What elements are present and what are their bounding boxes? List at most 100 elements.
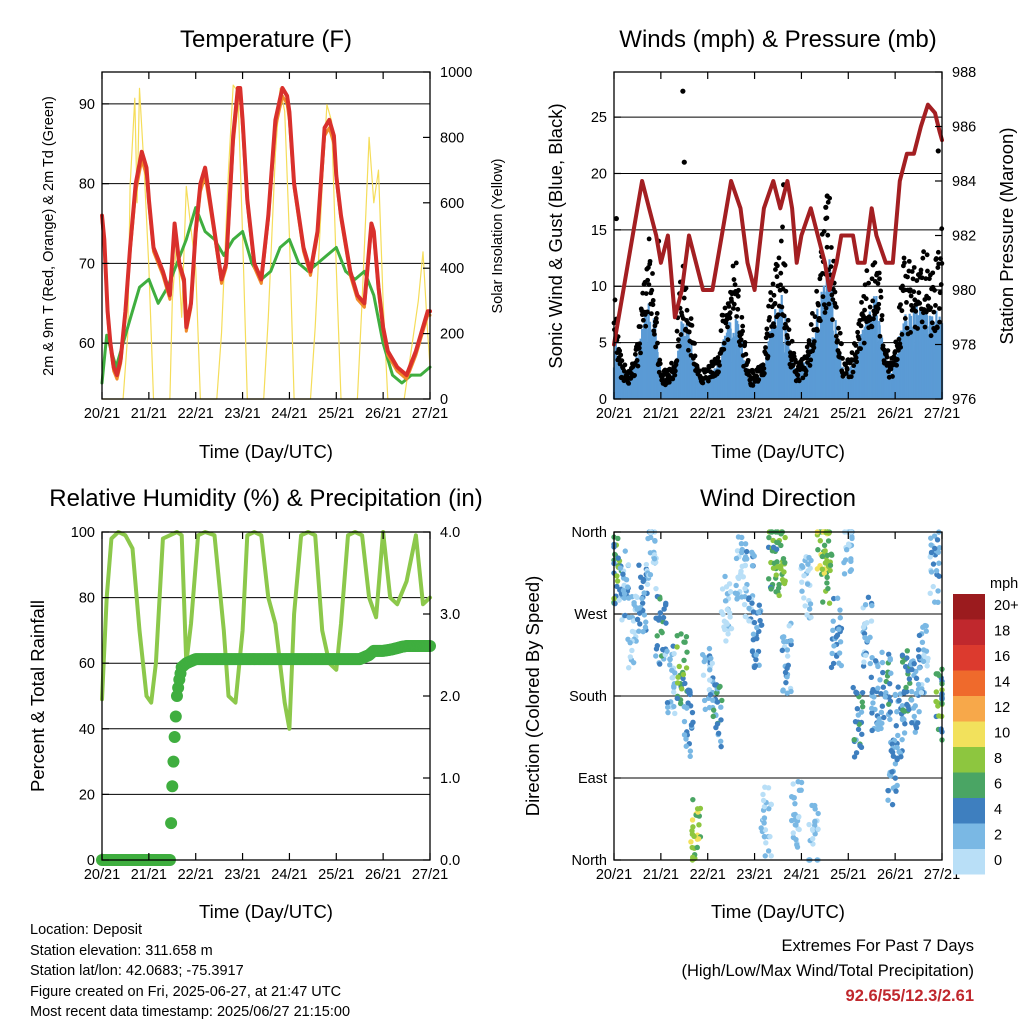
direction-point (718, 738, 724, 744)
direction-point (804, 581, 811, 587)
direction-point (702, 654, 708, 661)
gust-point (938, 282, 944, 287)
direction-point (923, 623, 929, 629)
colorbar-label: 16 (994, 649, 1010, 665)
direction-point (722, 573, 728, 580)
direction-point (801, 572, 807, 579)
gust-point (738, 337, 744, 343)
direction-point (913, 690, 919, 697)
direction-point (750, 551, 756, 557)
direction-point (639, 600, 646, 606)
direction-point (647, 571, 654, 578)
wind-direction-y-tick-label: West (574, 607, 607, 623)
direction-point (615, 555, 621, 561)
winds-y-tick-label: 25 (591, 110, 607, 126)
direction-point (754, 624, 760, 631)
gust-point (933, 256, 939, 261)
direction-point (779, 647, 786, 654)
winds-x-tick-label: 22/21 (690, 406, 726, 422)
direction-point (770, 565, 777, 571)
temperature-x-tick-label: 25/21 (318, 406, 354, 422)
gust-point (638, 350, 643, 356)
direction-point (930, 583, 936, 590)
winds-y-tick-label: 15 (591, 223, 607, 239)
colorbar-label: 6 (994, 777, 1002, 793)
direction-point (647, 550, 654, 556)
gust-point (785, 335, 790, 341)
gust-point (853, 355, 859, 361)
station-location: Location: Deposit (30, 922, 143, 938)
direction-point (899, 716, 906, 723)
direction-point (761, 803, 768, 810)
temperature-frame (101, 71, 431, 400)
direction-point (919, 639, 926, 646)
direction-point (627, 639, 633, 646)
humidity-y-label: Percent & Total Rainfall (27, 600, 48, 792)
humidity-y-tick-label: 100 (71, 525, 95, 541)
temperature-y2-tick-label: 200 (440, 327, 464, 343)
gust-point (732, 282, 738, 288)
direction-point (653, 646, 660, 652)
gust-point (778, 282, 783, 288)
station-elevation: Station elevation: 311.658 m (30, 942, 213, 959)
gust-point (899, 308, 905, 314)
gust-point (863, 296, 869, 302)
gust-point (733, 260, 739, 266)
direction-point (660, 614, 667, 621)
direction-point (909, 666, 915, 673)
gust-point (782, 262, 788, 268)
direction-point (633, 638, 639, 644)
gust-point (848, 374, 854, 380)
direction-point (738, 570, 744, 577)
direction-point (638, 584, 644, 591)
colorbar-swatch (953, 696, 985, 722)
gust-point (884, 354, 890, 360)
gust-point (705, 378, 711, 384)
colorbar-label: 12 (994, 700, 1010, 716)
gust-point (928, 305, 934, 311)
direction-point (615, 535, 621, 542)
gust-point (756, 377, 762, 383)
direction-point (886, 694, 892, 700)
direction-point (915, 647, 922, 653)
gust-point (785, 317, 791, 323)
gust-point (822, 310, 828, 315)
humidity-x-tick-label: 25/21 (318, 867, 354, 883)
gust-point (674, 328, 680, 334)
gust-point (908, 329, 913, 335)
direction-point (885, 651, 892, 658)
direction-point (657, 610, 664, 616)
temperature-x-tick-label: 23/21 (224, 406, 260, 422)
gust-point (908, 293, 914, 299)
winds-x-tick-label: 21/21 (643, 406, 679, 422)
gust-point (800, 375, 806, 381)
direction-point (880, 684, 887, 690)
direction-point (831, 643, 837, 649)
direction-point (709, 660, 715, 666)
direction-point (714, 721, 721, 727)
direction-point (742, 541, 749, 547)
direction-point (637, 621, 643, 627)
direction-point (687, 748, 694, 754)
winds-y-tick-label: 10 (591, 279, 607, 295)
direction-point (790, 781, 796, 787)
direction-point (817, 538, 824, 544)
gust-point (861, 340, 867, 346)
direction-point (742, 562, 748, 569)
direction-point (916, 709, 922, 715)
direction-point (904, 655, 910, 661)
direction-point (931, 599, 938, 605)
direction-point (712, 682, 718, 688)
gust-point (837, 330, 843, 336)
gust-point (688, 316, 694, 321)
gust-point (932, 287, 937, 293)
direction-point (683, 736, 689, 742)
direction-point (899, 736, 905, 743)
gust-point (877, 276, 882, 282)
gust-point (676, 343, 682, 349)
gust-point (683, 285, 689, 291)
direction-point (714, 690, 720, 696)
colorbar-swatch (953, 772, 985, 798)
direction-point (865, 594, 872, 601)
direction-point (627, 654, 634, 660)
